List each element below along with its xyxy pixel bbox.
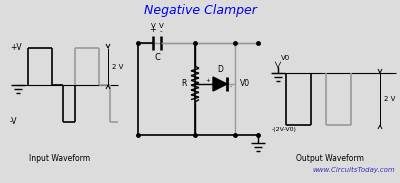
Text: www.CircuitsToday.com: www.CircuitsToday.com [312,167,395,173]
Text: V0: V0 [281,55,290,61]
Polygon shape [213,77,227,91]
Text: 2 V: 2 V [384,96,395,102]
Text: V: V [159,23,163,29]
Text: Input Waveform: Input Waveform [30,154,90,163]
Text: +: + [205,79,210,83]
Text: -V: -V [10,117,18,126]
Text: Negative Clamper: Negative Clamper [144,4,256,17]
Text: C: C [154,53,160,62]
Text: +: + [150,25,156,34]
Text: -: - [160,28,162,34]
Text: 2 V: 2 V [112,64,123,70]
Text: V0: V0 [240,79,250,89]
Text: -: - [230,85,232,89]
Text: R: R [182,79,187,89]
Text: V: V [151,23,155,29]
Text: Output Waveform: Output Waveform [296,154,364,163]
Text: D: D [217,65,223,74]
Text: -(2V-V0): -(2V-V0) [272,127,297,132]
Text: +V: +V [10,44,22,53]
